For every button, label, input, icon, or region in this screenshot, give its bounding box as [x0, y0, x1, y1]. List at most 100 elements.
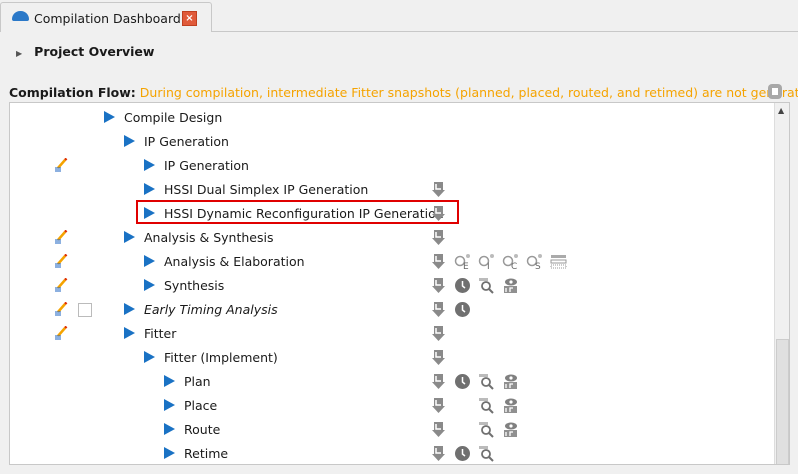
close-icon[interactable]: ×	[182, 11, 197, 26]
project-overview-toggle[interactable]: ▶ Project Overview	[16, 44, 154, 59]
task-label: Place	[184, 398, 218, 413]
flow-message: During compilation, intermediate Fitter …	[139, 85, 798, 100]
eye-icon[interactable]	[502, 373, 519, 390]
task-label: HSSI Dynamic Reconfiguration IP Generati…	[164, 206, 444, 221]
run-triangle-icon[interactable]	[164, 399, 175, 411]
run-triangle-icon[interactable]	[124, 303, 135, 315]
report-icon[interactable]	[430, 301, 447, 318]
scrollbar-thumb[interactable]	[776, 339, 789, 464]
tree-row[interactable]: HSSI Dynamic Reconfiguration IP Generati…	[10, 202, 770, 226]
report-icon[interactable]	[430, 205, 447, 222]
run-triangle-icon[interactable]	[124, 231, 135, 243]
compilation-flow-header: Compilation Flow: During compilation, in…	[9, 85, 798, 100]
tree-row[interactable]: Place	[10, 394, 770, 418]
tree-row[interactable]: Analysis & Synthesis	[10, 226, 770, 250]
edit-settings-icon[interactable]	[54, 157, 68, 173]
task-label: Analysis & Elaboration	[164, 254, 305, 269]
report-icon[interactable]	[430, 181, 447, 198]
magnify-icon[interactable]	[478, 421, 495, 438]
tree-row[interactable]: IP Generation	[10, 154, 770, 178]
eye-icon[interactable]	[502, 397, 519, 414]
report-c-icon[interactable]: C	[502, 253, 519, 272]
magnify-icon[interactable]	[478, 397, 495, 414]
task-label: Plan	[184, 374, 211, 389]
run-triangle-icon[interactable]	[144, 255, 155, 267]
clock-icon[interactable]	[454, 445, 471, 462]
run-triangle-icon[interactable]	[124, 135, 135, 147]
run-triangle-icon[interactable]	[164, 423, 175, 435]
edit-settings-icon[interactable]	[54, 277, 68, 293]
magnify-icon[interactable]	[478, 445, 495, 462]
compilation-flow-tree: ▲ Compile Design IP Generation IP Generati…	[9, 102, 790, 465]
task-label: IP Generation	[144, 134, 229, 149]
report-icon[interactable]	[430, 373, 447, 390]
task-label: HSSI Dual Simplex IP Generation	[164, 182, 369, 197]
highlight-box	[136, 200, 459, 224]
eye-icon[interactable]	[502, 421, 519, 438]
edit-settings-icon[interactable]	[54, 325, 68, 341]
run-triangle-icon[interactable]	[124, 327, 135, 339]
run-triangle-icon[interactable]	[144, 207, 155, 219]
netlist-icon[interactable]	[550, 253, 567, 270]
run-triangle-icon[interactable]	[144, 279, 155, 291]
run-triangle-icon[interactable]	[144, 351, 155, 363]
run-triangle-icon[interactable]	[164, 375, 175, 387]
stop-button[interactable]	[768, 84, 782, 99]
tree-row[interactable]: Analysis & Elaboration E I C S	[10, 250, 770, 274]
vertical-scrollbar[interactable]: ▲	[774, 103, 789, 464]
report-icon[interactable]	[430, 325, 447, 342]
report-icon[interactable]	[430, 445, 447, 462]
report-icon[interactable]	[430, 421, 447, 438]
checkbox[interactable]	[78, 303, 92, 317]
tree-row[interactable]: Plan	[10, 370, 770, 394]
report-s-icon[interactable]: S	[526, 253, 543, 272]
task-label: Route	[184, 422, 221, 437]
task-label: Synthesis	[164, 278, 225, 293]
scroll-up-icon[interactable]: ▲	[778, 106, 785, 115]
tab-compilation-dashboard[interactable]: Compilation Dashboard ×	[0, 2, 212, 32]
edit-settings-icon[interactable]	[54, 253, 68, 269]
report-e-icon[interactable]: E	[454, 253, 471, 272]
svg-text:I: I	[487, 262, 490, 270]
project-overview-label: Project Overview	[34, 44, 155, 59]
tree-row[interactable]: IP Generation	[10, 130, 770, 154]
magnify-icon[interactable]	[478, 277, 495, 294]
report-icon[interactable]	[430, 349, 447, 366]
stop-icon	[772, 88, 778, 95]
tree-row[interactable]: Compile Design	[10, 106, 770, 130]
flow-label: Compilation Flow:	[9, 85, 136, 100]
clock-icon[interactable]	[454, 277, 471, 294]
task-label: Retime	[184, 446, 229, 461]
expand-arrow-icon: ▶	[16, 49, 23, 58]
run-triangle-icon[interactable]	[144, 159, 155, 171]
edit-settings-icon[interactable]	[54, 301, 68, 317]
task-label: Fitter (Implement)	[164, 350, 278, 365]
svg-text:S: S	[535, 262, 541, 270]
edit-settings-icon[interactable]	[54, 229, 68, 245]
report-icon[interactable]	[430, 277, 447, 294]
report-icon[interactable]	[430, 397, 447, 414]
magnify-icon[interactable]	[478, 373, 495, 390]
tree-row[interactable]: Early Timing Analysis	[10, 298, 770, 322]
tree-row[interactable]: Fitter (Implement)	[10, 346, 770, 370]
tree-row[interactable]: HSSI Dual Simplex IP Generation	[10, 178, 770, 202]
eye-icon[interactable]	[502, 277, 519, 294]
task-label: Fitter	[144, 326, 177, 341]
report-i-icon[interactable]: I	[478, 253, 495, 272]
run-triangle-icon[interactable]	[164, 447, 175, 459]
report-icon[interactable]	[430, 253, 447, 270]
report-icon[interactable]	[430, 229, 447, 246]
clock-icon[interactable]	[454, 373, 471, 390]
run-triangle-icon[interactable]	[104, 111, 115, 123]
run-triangle-icon[interactable]	[144, 183, 155, 195]
tab-title: Compilation Dashboard	[34, 11, 181, 26]
tree-row[interactable]: Synthesis	[10, 274, 770, 298]
task-label: Compile Design	[124, 110, 223, 125]
clock-icon[interactable]	[454, 301, 471, 318]
tree-row[interactable]: Route	[10, 418, 770, 442]
tree-row[interactable]: Fitter	[10, 322, 770, 346]
gauge-icon	[12, 11, 29, 21]
task-label: Early Timing Analysis	[144, 302, 278, 317]
task-label: Analysis & Synthesis	[144, 230, 274, 245]
tree-row[interactable]: Retime	[10, 442, 770, 464]
